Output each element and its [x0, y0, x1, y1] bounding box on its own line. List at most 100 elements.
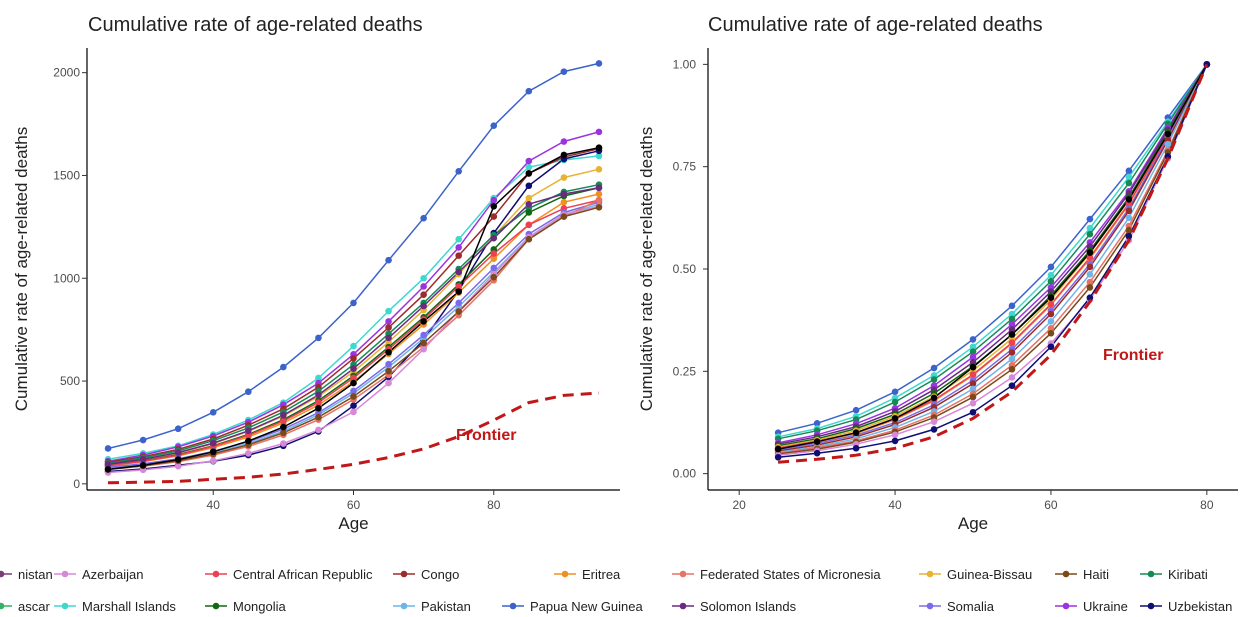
data-point — [525, 163, 533, 171]
data-point — [813, 419, 821, 427]
data-point — [455, 268, 462, 276]
data-point — [385, 367, 392, 375]
data-point — [1086, 284, 1094, 291]
y-tick-label: 0.75 — [673, 160, 697, 174]
data-point — [315, 374, 322, 382]
legend-marker — [679, 602, 687, 610]
data-point — [930, 376, 938, 383]
data-point — [1086, 224, 1094, 232]
data-point — [315, 399, 322, 406]
data-point — [560, 151, 568, 159]
data-point — [560, 68, 568, 75]
legend-marker — [1062, 602, 1070, 610]
y-tick-label: 0.25 — [673, 364, 697, 378]
legend-label: Kiribati — [1168, 567, 1208, 582]
x-tick-label: 80 — [1200, 498, 1214, 512]
x-tick-label: 40 — [888, 498, 902, 512]
data-point — [350, 402, 357, 410]
series-line — [107, 205, 600, 474]
legend-marker — [212, 570, 220, 578]
data-point — [969, 393, 977, 401]
series-line — [107, 150, 600, 473]
data-point — [595, 152, 603, 160]
data-point — [315, 334, 322, 342]
legend-label: Congo — [421, 567, 459, 582]
data-point — [595, 165, 603, 173]
data-point — [891, 431, 899, 439]
legend-label: Mongolia — [233, 599, 287, 614]
data-point — [385, 318, 392, 325]
data-point — [315, 426, 322, 434]
chart-title: Cumulative rate of age-related deaths — [88, 14, 423, 36]
data-point — [280, 417, 287, 425]
data-point — [852, 406, 860, 414]
data-point — [1008, 365, 1016, 373]
data-point — [969, 385, 977, 393]
data-point — [595, 128, 603, 136]
data-point — [455, 244, 462, 251]
data-point — [525, 182, 533, 190]
data-point — [280, 429, 287, 437]
x-tick-label: 40 — [207, 498, 221, 512]
data-point — [420, 339, 427, 347]
data-point — [385, 360, 392, 368]
left-chart-panel: Cumulative rate of age-related deaths 40 6… — [12, 14, 620, 533]
data-point — [139, 462, 147, 469]
data-point — [1086, 271, 1094, 278]
data-point — [1047, 263, 1055, 271]
legend: nistan Azerbaijan Central African Republic… — [0, 567, 1232, 614]
legend-label: Uzbekistan — [1168, 599, 1232, 614]
right-chart-panel: Cumulative rate of age-related deaths 20 4… — [637, 14, 1238, 533]
data-point — [1125, 207, 1133, 215]
data-point — [420, 214, 427, 222]
data-point — [1008, 374, 1016, 381]
data-point — [1008, 339, 1016, 346]
data-point — [455, 235, 462, 243]
frontier-line — [777, 63, 1209, 464]
data-point — [525, 170, 533, 177]
data-point — [891, 415, 899, 422]
data-point — [315, 409, 322, 417]
data-point — [525, 157, 533, 165]
data-point — [490, 255, 498, 263]
series-line — [107, 187, 600, 467]
data-point — [930, 426, 938, 433]
legend-marker — [679, 570, 687, 578]
data-point — [969, 348, 977, 355]
data-point — [560, 138, 568, 145]
series-line — [107, 206, 600, 471]
data-point — [490, 202, 498, 210]
data-point — [139, 455, 147, 463]
data-point — [595, 190, 603, 198]
data-point — [891, 388, 899, 396]
data-point — [104, 466, 112, 473]
y-axis-label: Cumulative rate of age-related deaths — [637, 127, 656, 411]
legend-label: Marshall Islands — [82, 599, 176, 614]
data-point — [969, 408, 977, 416]
legend-marker — [1062, 570, 1070, 578]
data-point — [1047, 271, 1055, 279]
legend-label: Pakistan — [421, 599, 471, 614]
chart-title: Cumulative rate of age-related deaths — [708, 14, 1043, 36]
data-point — [969, 343, 977, 351]
y-tick-label: 0.00 — [673, 467, 697, 481]
data-point — [595, 184, 603, 192]
series-line — [777, 64, 1208, 447]
data-point — [490, 196, 498, 204]
x-axis-label: Age — [958, 514, 988, 533]
data-point — [209, 448, 217, 456]
data-point — [174, 462, 182, 470]
data-point — [385, 379, 392, 387]
data-point — [969, 353, 977, 361]
data-point — [490, 250, 498, 257]
series-line — [778, 64, 1208, 459]
data-point — [1008, 355, 1016, 363]
data-point — [891, 437, 899, 445]
data-point — [1086, 249, 1094, 256]
data-point — [1008, 315, 1016, 323]
data-point — [1125, 167, 1133, 175]
data-point — [245, 432, 252, 439]
data-point — [525, 209, 533, 216]
data-point — [350, 355, 357, 362]
